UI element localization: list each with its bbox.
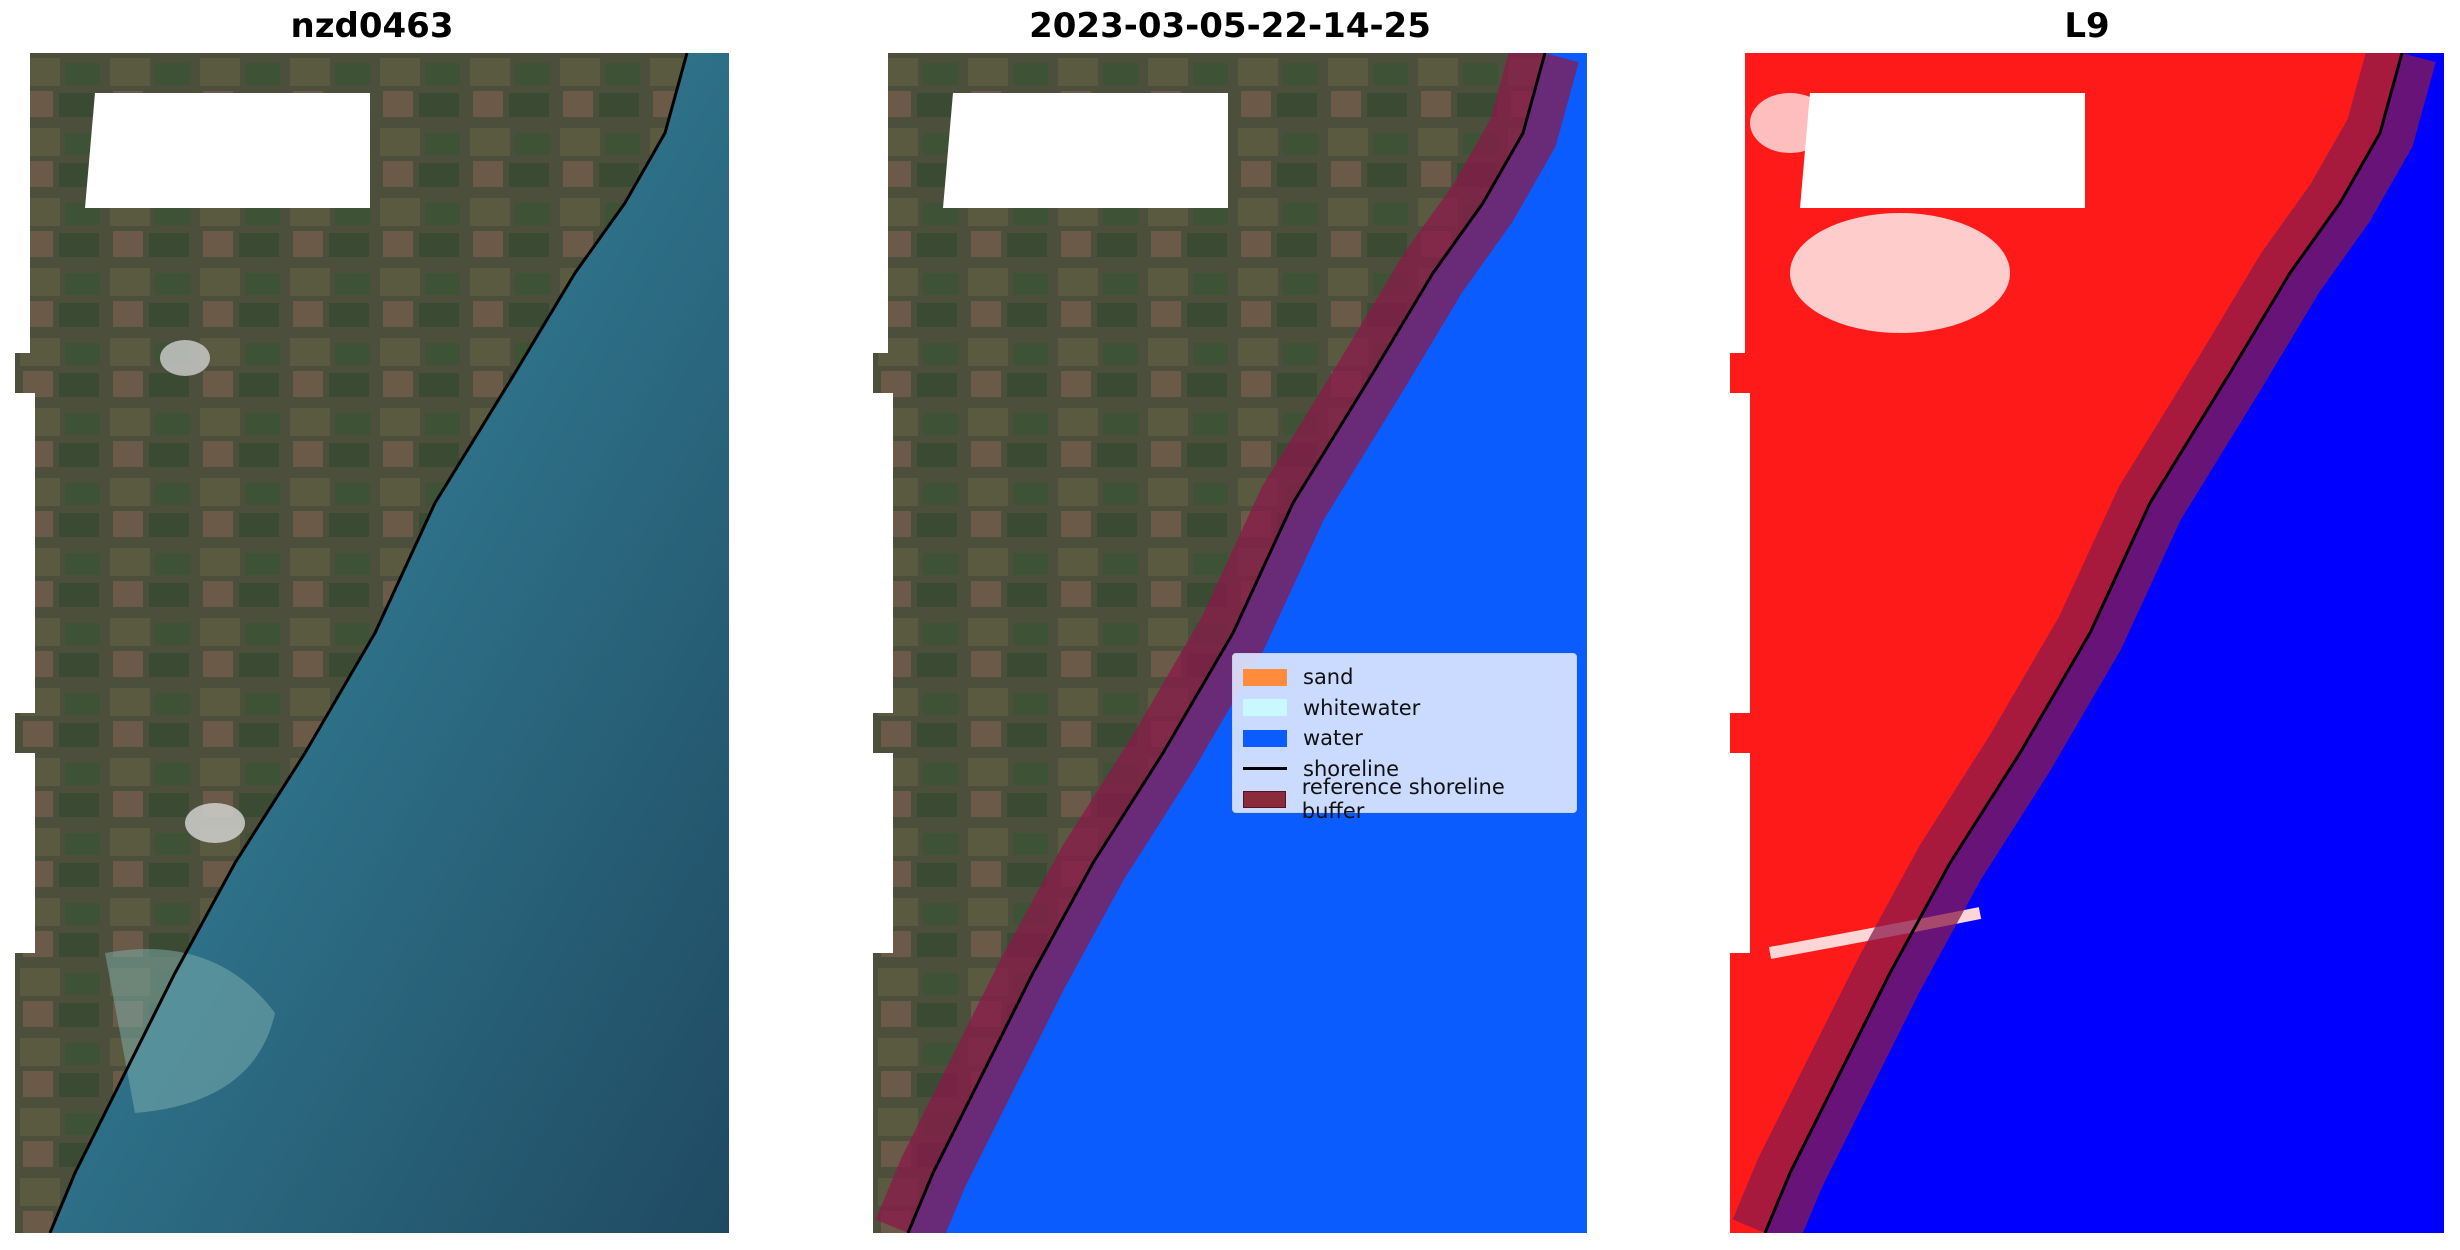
panel-title-classification: 2023-03-05-22-14-25 xyxy=(1029,6,1431,46)
rgb-image-panel xyxy=(15,53,729,1233)
index-panel xyxy=(1730,53,2444,1233)
nodata-region xyxy=(85,93,370,208)
shoreline-line xyxy=(1763,53,2404,1233)
legend-item-whitewater: whitewater xyxy=(1243,693,1566,724)
buffer-swatch-icon xyxy=(1243,790,1286,808)
legend-label: shoreline xyxy=(1303,756,1400,781)
legend-item-buffer: reference shoreline buffer xyxy=(1243,775,1566,823)
legend-item-sand: sand xyxy=(1243,662,1566,693)
index-image xyxy=(1730,53,2444,1233)
water-swatch-icon xyxy=(1243,729,1287,747)
classification-panel xyxy=(873,53,1587,1233)
panel-title-rgb: nzd0463 xyxy=(290,6,454,46)
shoreline-line xyxy=(48,53,689,1233)
legend-label: sand xyxy=(1303,665,1354,690)
panel-title-index: L9 xyxy=(2064,6,2110,46)
legend: sand whitewater water shoreline referenc… xyxy=(1232,653,1577,823)
shoreline-line xyxy=(906,53,1547,1233)
shoreline-line-icon xyxy=(1243,767,1287,771)
legend-label: reference shoreline buffer xyxy=(1301,775,1505,824)
legend-item-shoreline: shoreline xyxy=(1243,754,1566,785)
sand-swatch-icon xyxy=(1243,668,1287,686)
legend-item-water: water xyxy=(1243,723,1566,754)
classification-image xyxy=(873,53,1587,1233)
whitewater-swatch-icon xyxy=(1243,699,1287,717)
rgb-satellite-image xyxy=(15,53,729,1233)
ocean-area xyxy=(50,53,729,1233)
legend-label: water xyxy=(1303,726,1363,751)
legend-label: whitewater xyxy=(1303,695,1421,720)
